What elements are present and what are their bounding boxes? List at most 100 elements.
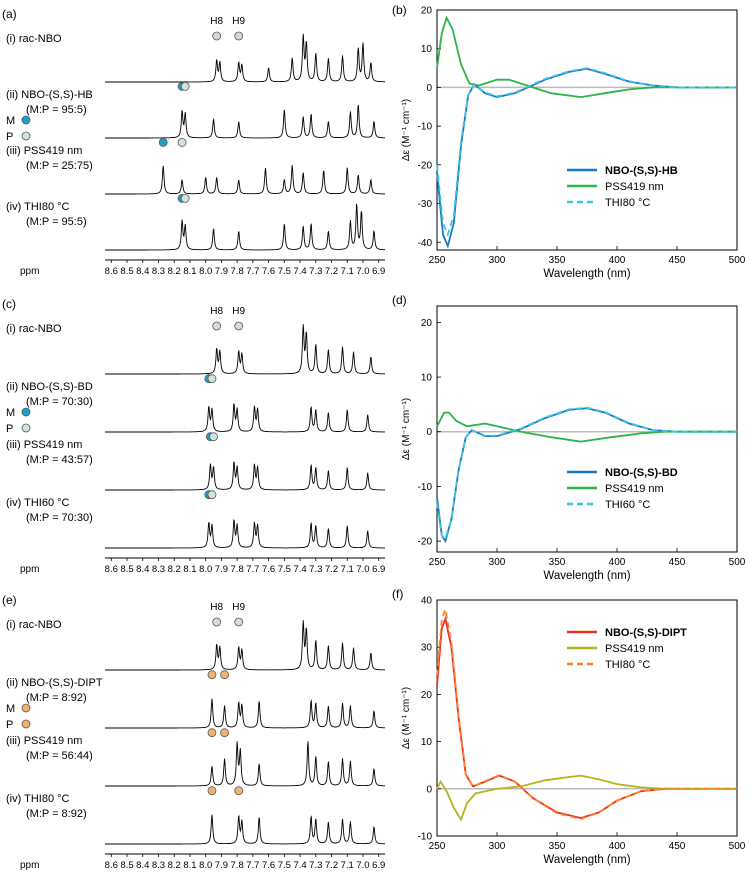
tick-label: 8.4 [136,266,149,277]
cd-panel-f: (f) 250 300 350 400 450 500 -10 0 10 20 30 40 Wavelen… [392,587,746,866]
axis-label: ppm [20,860,39,871]
nmr-trace [105,620,385,671]
x-axis-label: Wavelength (nm) [543,570,630,582]
x-tick-label: 250 [429,841,446,852]
isomer-marker [158,137,168,147]
y-tick-label: 0 [426,427,432,438]
x-tick-label: 300 [489,841,506,852]
tick-label: 7.3 [309,564,322,575]
tick-label: 6.9 [372,564,385,575]
x-tick-label: 350 [549,841,566,852]
tick-label: 8.6 [105,860,118,871]
tick-label: 7.2 [325,266,338,277]
tick-label: 7.2 [325,564,338,575]
cd-panel-b: (b) 250 300 350 400 450 500 -40 -30 -20 -10 0 10 20 Wa… [392,3,746,280]
tick-label: 7.3 [309,266,322,277]
axis-label: ppm [20,266,39,277]
legend-p: P [6,719,13,731]
tick-label: 8.3 [152,564,165,575]
isomer-marker [180,82,190,91]
x-tick-label: 250 [429,557,446,568]
y-tick-label: -20 [418,160,433,171]
y-axis-label: Δε (M⁻¹ cm⁻¹) [401,687,412,749]
tick-label: 7.7 [246,860,259,871]
tick-label: 7.1 [341,564,354,575]
trace-label: (iii) PSS419 nm [6,735,82,747]
isomer-marker [220,670,229,680]
series-line [436,15,737,99]
legend-m: M [6,703,15,715]
trace-label: (ii) NBO-(S,S)-DIPT [6,677,103,689]
tick-label: 8.0 [199,266,212,277]
isomer-marker [234,786,244,796]
isomer-marker [209,432,218,442]
y-tick-label: 20 [421,690,433,701]
x-tick-label: 450 [669,557,686,568]
y-tick-label: 0 [426,83,432,94]
legend-entry: NBO-(S,S)-DIPT [605,627,687,639]
isomer-marker [207,670,217,680]
tick-label: 8.3 [152,860,165,871]
tick-label: 7.0 [356,564,369,575]
panel-label: (e) [2,593,17,607]
trace-label: (iv) THI60 °C [6,497,70,509]
nmr-trace [105,402,385,433]
trace-label: (iii) PSS419 nm [6,145,82,157]
tick-label: 7.6 [262,266,275,277]
nmr-trace [105,814,385,845]
x-tick-label: 300 [489,557,506,568]
tick-label: 8.5 [120,564,133,575]
legend-entry: THI80 °C [605,659,650,671]
nmr-trace [105,698,385,729]
trace-label: (ii) NBO-(S,S)-HB [6,89,93,101]
legend-entry: PSS419 nm [605,483,664,495]
legend-m-marker [21,703,31,713]
x-tick-label: 400 [609,557,626,568]
series-line [436,67,737,238]
panel-label: (f) [392,587,403,601]
legend-entry: PSS419 nm [605,181,664,193]
tick-label: 8.2 [168,564,181,575]
tick-label: 7.9 [215,564,228,575]
nmr-trace [105,203,385,251]
tick-label: 8.1 [183,860,196,871]
tick-label: 7.0 [356,860,369,871]
x-tick-label: 350 [549,255,566,266]
isomer-marker [220,728,229,738]
peak-label: H9 [232,306,245,317]
x-tick-label: 350 [549,557,566,568]
isomer-marker [207,786,217,796]
nmr-trace [105,741,385,787]
y-tick-label: 20 [421,6,433,17]
peak-marker [212,321,222,331]
x-axis-label: Wavelength (nm) [543,268,630,280]
trace-ratio: (M:P = 43:57) [26,454,93,466]
y-tick-label: 40 [421,596,433,607]
legend-entry: NBO-(S,S)-BD [605,467,678,479]
x-tick-label: 500 [729,841,746,852]
x-tick-label: 500 [729,255,746,266]
legend-m: M [6,115,15,127]
x-tick-label: 450 [669,841,686,852]
legend-m-marker [21,407,31,417]
trace-label: (iii) PSS419 nm [6,439,82,451]
isomer-marker [207,374,217,384]
trace-label: (i) rac-NBO [6,619,62,631]
tick-label: 7.1 [341,860,354,871]
y-tick-label: -40 [418,238,433,249]
x-axis-label: Wavelength (nm) [543,854,630,866]
legend-entry: THI60 °C [605,499,650,511]
y-axis-label: Δε (M⁻¹ cm⁻¹) [401,99,412,161]
panel-label: (d) [392,293,407,307]
legend-entry: THI80 °C [605,197,650,209]
x-tick-label: 250 [429,255,446,266]
tick-label: 7.6 [262,860,275,871]
peak-marker [234,31,244,41]
tick-label: 7.0 [356,266,369,277]
panel-label: (a) [2,7,17,21]
tick-label: 7.6 [262,564,275,575]
isomer-marker [207,490,217,500]
tick-label: 7.4 [293,860,306,871]
tick-label: 8.5 [120,266,133,277]
nmr-trace [105,165,385,195]
